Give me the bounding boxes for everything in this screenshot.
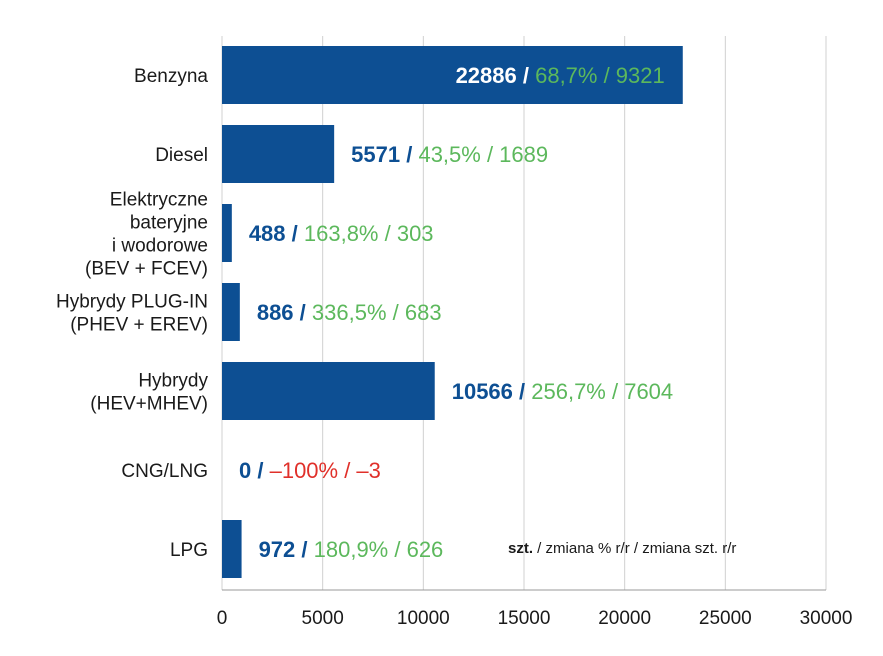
bar: [222, 362, 435, 420]
bar: [222, 283, 240, 341]
data-label: 972 / 180,9% / 626: [259, 537, 444, 562]
data-label: 886 / 336,5% / 683: [257, 300, 442, 325]
data-label: 0 / –100% / –3: [239, 458, 381, 483]
category-label: Hybrydy PLUG-IN (PHEV + EREV): [56, 292, 208, 336]
x-tick-label: 15000: [498, 608, 551, 629]
bar: [222, 125, 335, 183]
category-label: Elektryczne bateryjne i wodorowe (BEV + FCE…: [85, 190, 208, 280]
category-label: Benzyna: [134, 66, 208, 87]
legend-note-text: / zmiana % r/r / zmiana szt. r/r: [533, 540, 736, 557]
data-label: 22886 / 68,7% / 9321: [456, 63, 665, 88]
category-label: CNG/LNG: [121, 461, 208, 482]
category-label: Diesel: [155, 145, 208, 166]
x-tick-label: 20000: [598, 608, 651, 629]
legend-note: szt. / zmiana % r/r / zmiana szt. r/r: [508, 540, 736, 557]
x-tick-label: 30000: [800, 608, 853, 629]
bar: [222, 520, 242, 578]
category-label: LPG: [170, 540, 208, 561]
category-label: Hybrydy (HEV+MHEV): [90, 371, 208, 415]
category-labels: Benzyna Diesel Elektryczne bateryjne i wodor…: [56, 66, 209, 561]
x-tick-label: 10000: [397, 608, 450, 629]
bars: [222, 46, 683, 578]
x-tick-label: 0: [217, 608, 228, 629]
legend-note-unit: szt.: [508, 540, 533, 557]
bar: [222, 204, 232, 262]
data-label: 10566 / 256,7% / 7604: [452, 379, 673, 404]
value-labels: 22886 / 68,7% / 9321 5571 / 43,5% / 1689 4…: [239, 63, 673, 562]
bar: [222, 46, 683, 104]
x-tick-labels: 0 5000 10000 15000 20000 25000 30000: [217, 608, 853, 629]
data-label: 488 / 163,8% / 303: [249, 221, 434, 246]
data-label: 5571 / 43,5% / 1689: [351, 142, 548, 167]
x-tick-label: 5000: [302, 608, 344, 629]
x-tick-label: 25000: [699, 608, 752, 629]
